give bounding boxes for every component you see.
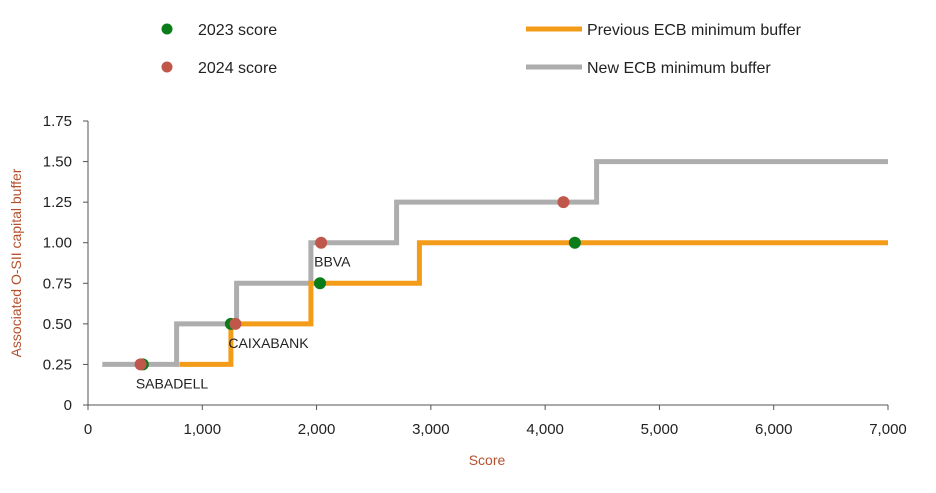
- x-axis-title: Score: [469, 452, 506, 468]
- annotation-caixabank: CAIXABANK: [228, 335, 309, 351]
- x-tick-label: 4,000: [526, 421, 564, 438]
- y-axis-title: Associated O-SII capital buffer: [8, 168, 24, 357]
- point-2024-score: [557, 196, 570, 209]
- legend-label-2023-score: 2023 score: [198, 22, 277, 39]
- series-line-previous-ecb-minimum-buffer: [179, 240, 888, 367]
- series-lines: [102, 159, 888, 367]
- y-tick-label: 0.50: [43, 316, 72, 333]
- point-2024-score: [315, 236, 328, 249]
- x-tick-label: 5,000: [641, 421, 679, 438]
- series-points: [134, 196, 581, 371]
- legend-marker-2023-score: [161, 23, 173, 35]
- x-tick-label: 3,000: [412, 421, 450, 438]
- x-tick-label: 0: [84, 421, 92, 438]
- legend-label-previous-buffer: Previous ECB minimum buffer: [587, 22, 802, 39]
- y-tick-label: 0: [64, 397, 72, 414]
- x-ticks: 0 1,000 2,000 3,000 4,000 5,000 6,000 7,000: [84, 405, 907, 438]
- y-tick-label: 1.00: [43, 235, 72, 252]
- legend-item-2024-score: 2024 score: [161, 60, 277, 77]
- legend-label-new-buffer: New ECB minimum buffer: [587, 60, 771, 77]
- annotation-bbva: BBVA: [314, 254, 351, 270]
- x-tick-label: 7,000: [869, 421, 907, 438]
- y-tick-label: 1.75: [43, 113, 72, 130]
- point-2023-score: [314, 277, 326, 290]
- series-line-new-ecb-minimum-buffer: [102, 159, 888, 367]
- y-tick-label: 0.75: [43, 275, 72, 292]
- legend-item-previous-buffer: Previous ECB minimum buffer: [526, 22, 802, 39]
- legend: 2023 score 2024 score Previous ECB minim…: [161, 22, 802, 77]
- annotations: SABADELL CAIXABANK BBVA: [136, 254, 351, 392]
- y-tick-label: 1.50: [43, 154, 72, 171]
- point-2024-score: [229, 317, 242, 330]
- point-2024-score: [134, 358, 147, 371]
- annotation-sabadell: SABADELL: [136, 375, 209, 391]
- x-tick-label: 1,000: [184, 421, 222, 438]
- legend-marker-2024-score: [161, 61, 173, 73]
- y-ticks: 0 0.25 0.50 0.75 1.00 1.25 1.50 1.75: [43, 113, 88, 414]
- axes: 0 0.25 0.50 0.75 1.00 1.25 1.50 1.75 0 1,000 2,00…: [43, 113, 907, 438]
- y-tick-label: 0.25: [43, 356, 72, 373]
- y-tick-label: 1.25: [43, 194, 72, 211]
- legend-label-2024-score: 2024 score: [198, 60, 277, 77]
- x-tick-label: 2,000: [298, 421, 336, 438]
- legend-item-new-buffer: New ECB minimum buffer: [526, 60, 771, 77]
- legend-item-2023-score: 2023 score: [161, 22, 277, 39]
- point-2023-score: [568, 236, 581, 249]
- x-tick-label: 6,000: [755, 421, 793, 438]
